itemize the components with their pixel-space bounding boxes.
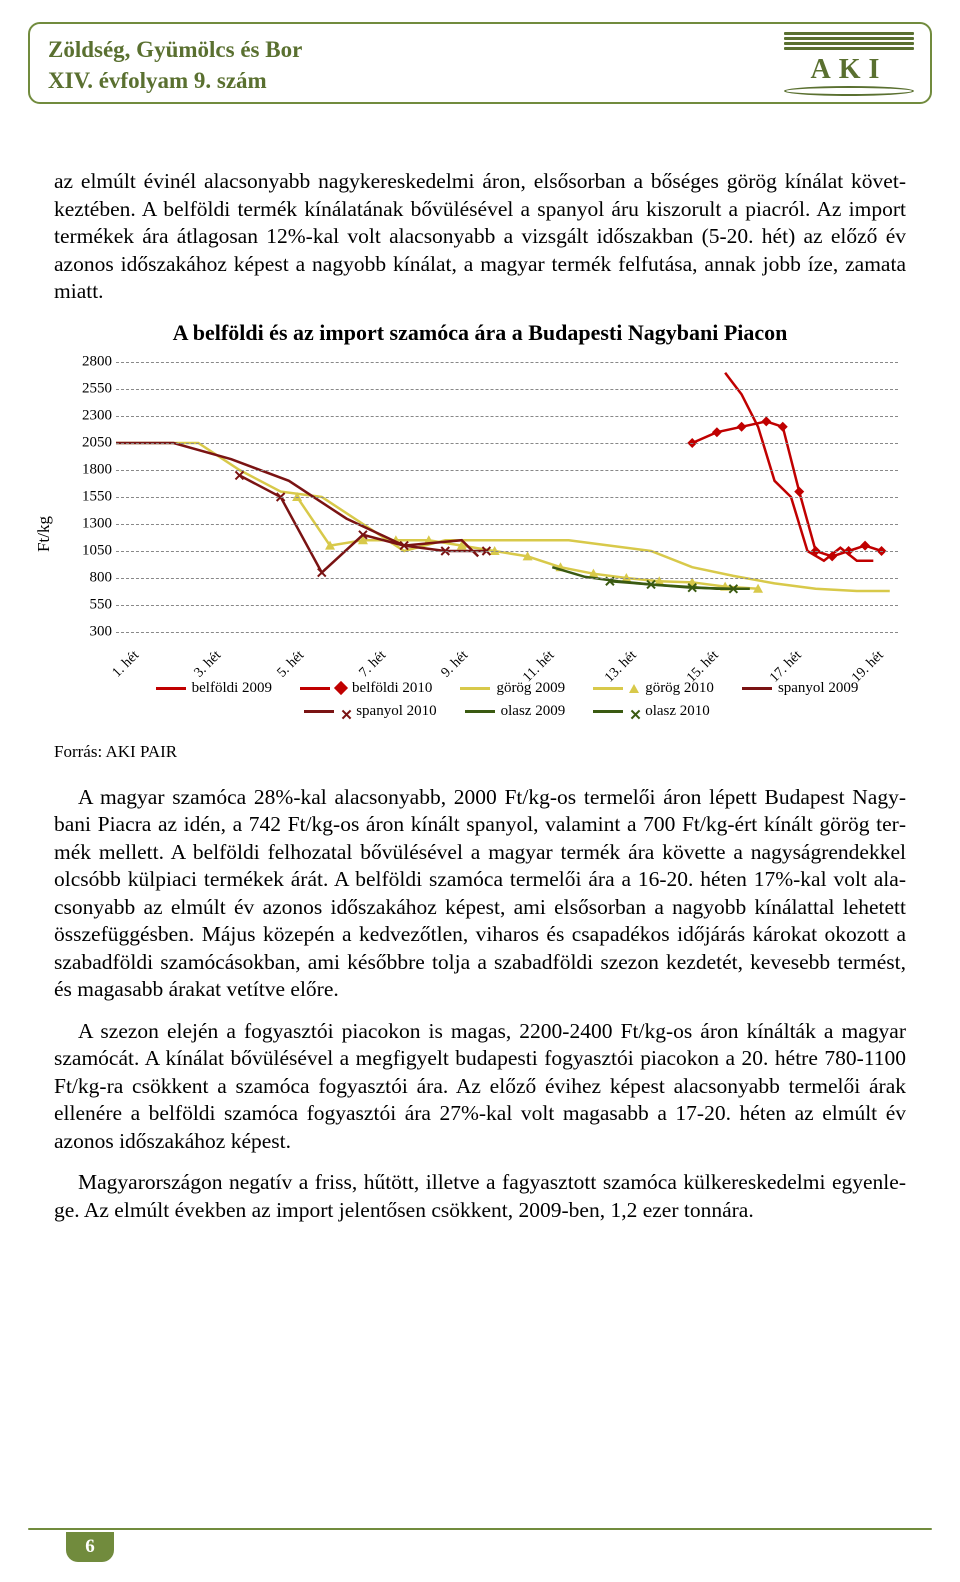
legend-item: görög 2010 — [593, 680, 714, 697]
paragraph-2: A magyar szamóca 28%-kal alacsonyabb, 20… — [54, 784, 906, 1004]
paragraph-4: Magyarországon negatív a friss, hűtött, … — [54, 1169, 906, 1224]
x-tick: 9. hét — [439, 648, 472, 681]
legend-item: görög 2009 — [460, 680, 565, 697]
y-tick: 300 — [68, 623, 112, 640]
y-tick: 1050 — [68, 542, 112, 559]
header-title: Zöldség, Gyümölcs és Bor — [48, 36, 302, 65]
x-tick: 3. hét — [192, 648, 225, 681]
page-footer: 6 — [28, 1528, 932, 1564]
chart-source: Forrás: AKI PAIR — [54, 742, 906, 762]
page-number: 6 — [66, 1532, 114, 1562]
x-tick: 7. hét — [356, 648, 389, 681]
legend-item: belföldi 2010 — [300, 680, 432, 697]
y-axis-label: Ft/kg — [34, 516, 54, 552]
y-tick: 2300 — [68, 407, 112, 424]
header-frame: Zöldség, Gyümölcs és Bor XIV. évfolyam 9… — [28, 22, 932, 104]
logo-text: AKI — [784, 54, 914, 84]
legend-item: belföldi 2009 — [156, 680, 272, 697]
legend-item: olasz 2009 — [465, 703, 566, 720]
y-tick: 550 — [68, 596, 112, 613]
x-tick: 1. hét — [110, 648, 143, 681]
y-tick: 800 — [68, 569, 112, 586]
chart-title: A belföldi és az import szamóca ára a Bu… — [54, 320, 906, 346]
y-tick: 2550 — [68, 380, 112, 397]
y-tick: 2050 — [68, 434, 112, 451]
y-tick: 2800 — [68, 353, 112, 370]
aki-logo: AKI — [784, 32, 914, 94]
chart-plot-area: 3005508001050130015501800205023002550280… — [116, 362, 898, 632]
price-chart: Ft/kg 3005508001050130015501800205023002… — [54, 354, 906, 714]
legend-item: ✕olasz 2010 — [593, 703, 710, 720]
paragraph-1: az elmúlt évinél alacsonyabb nagykereske… — [54, 168, 906, 306]
legend-item: spanyol 2009 — [742, 680, 858, 697]
y-tick: 1550 — [68, 488, 112, 505]
header-subtitle: XIV. évfolyam 9. szám — [48, 68, 267, 94]
y-tick: 1300 — [68, 515, 112, 532]
y-tick: 1800 — [68, 461, 112, 478]
x-tick: 5. hét — [274, 648, 307, 681]
legend-item: ✕spanyol 2010 — [304, 703, 436, 720]
page-content: az elmúlt évinél alacsonyabb nagykereske… — [54, 168, 906, 1238]
paragraph-3: A szezon elején a fogyasztói piacokon is… — [54, 1018, 906, 1156]
chart-legend: belföldi 2009 belföldi 2010 görög 2009 görö… — [116, 680, 898, 720]
